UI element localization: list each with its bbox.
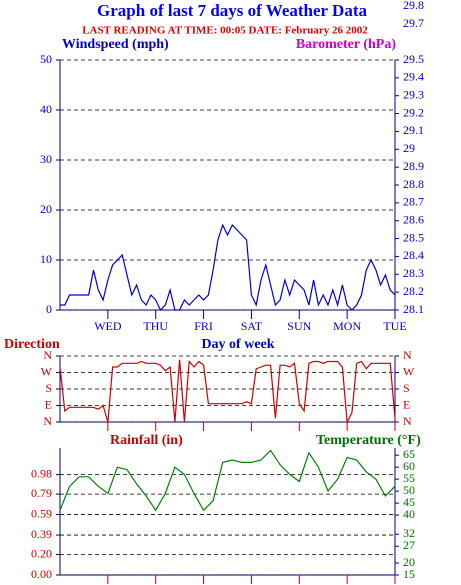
y2-tick-label: 15 bbox=[403, 567, 415, 581]
y2-tick-label: 28.1 bbox=[403, 302, 424, 316]
y-tick-label: 50 bbox=[40, 52, 52, 66]
y-tick-label: 0.59 bbox=[31, 506, 52, 520]
y2-tick-label: 32 bbox=[403, 526, 415, 540]
y-tick-label: 40 bbox=[40, 102, 52, 116]
y2-tick-label: 28.7 bbox=[403, 195, 424, 209]
y2-tick-label: N bbox=[403, 414, 412, 428]
y2-tick-label: 45 bbox=[403, 495, 415, 509]
y2-tick-label: 28.2 bbox=[403, 284, 424, 298]
y2-tick-label: 40 bbox=[403, 507, 415, 521]
data-line bbox=[60, 223, 396, 312]
y-tick-label: 10 bbox=[40, 252, 52, 266]
y2-tick-label: N bbox=[403, 348, 412, 362]
x-tick-label: THU bbox=[143, 319, 168, 333]
y2-tick-label: 29.2 bbox=[403, 105, 424, 119]
y-axis-label: Rainfall (in) bbox=[110, 433, 183, 448]
y2-tick-label: 50 bbox=[403, 483, 415, 497]
x-tick-label: WED bbox=[94, 319, 122, 333]
y2-tick-label: 29.7 bbox=[403, 16, 424, 30]
y2-tick-label: 65 bbox=[403, 447, 415, 461]
y2-tick-label: 29.3 bbox=[403, 87, 424, 101]
y2-tick-label: 28.9 bbox=[403, 159, 424, 173]
y2-tick-label: 28.8 bbox=[403, 177, 424, 191]
y-tick-label: S bbox=[45, 381, 52, 395]
x-tick-label: TUE bbox=[383, 319, 406, 333]
y-tick-label: 0 bbox=[46, 302, 52, 316]
y2-axis-label: Barometer (hPa) bbox=[296, 37, 397, 52]
y-tick-label: 0.39 bbox=[31, 527, 52, 541]
x-tick-label: SAT bbox=[241, 319, 263, 333]
y-tick-label: W bbox=[41, 364, 53, 378]
chart-subtitle: LAST READING AT TIME: 00:05 DATE: Februa… bbox=[82, 25, 368, 37]
y2-tick-label: 29.5 bbox=[403, 52, 424, 66]
y2-tick-label: W bbox=[403, 364, 415, 378]
data-line bbox=[59, 359, 396, 425]
y2-tick-label: 28.4 bbox=[403, 248, 424, 262]
y2-tick-label: 60 bbox=[403, 459, 415, 473]
y2-tick-label: S bbox=[403, 381, 410, 395]
y2-tick-label: 28.5 bbox=[403, 230, 424, 244]
x-axis-label: Day of week bbox=[201, 337, 274, 352]
x-tick-label: SUN bbox=[287, 319, 311, 333]
y2-axis-label: Temperature (°F) bbox=[316, 433, 421, 448]
y-tick-label: 0.20 bbox=[31, 546, 52, 560]
y-axis-label: Windspeed (mph) bbox=[62, 37, 169, 52]
y-tick-label: 0.00 bbox=[31, 567, 52, 581]
chart-title: Graph of last 7 days of Weather Data bbox=[97, 1, 367, 20]
y-tick-label: 0.79 bbox=[31, 486, 52, 500]
y-axis-label: Direction bbox=[4, 337, 60, 352]
data-line bbox=[59, 449, 396, 512]
y2-tick-label: 20 bbox=[403, 555, 415, 569]
y2-tick-label: 55 bbox=[403, 471, 415, 485]
y2-tick-label: 27 bbox=[403, 538, 415, 552]
y2-tick-label: 29.1 bbox=[403, 123, 424, 137]
y-tick-label: E bbox=[45, 397, 52, 411]
x-tick-label: MON bbox=[333, 319, 361, 333]
y-tick-label: N bbox=[43, 348, 52, 362]
y2-tick-label: 29.8 bbox=[403, 0, 424, 12]
y2-tick-label: 28.6 bbox=[403, 212, 424, 226]
y2-tick-label: 28.3 bbox=[403, 266, 424, 280]
y2-tick-label: 29.4 bbox=[403, 70, 424, 84]
y-tick-label: 0.98 bbox=[31, 466, 52, 480]
y2-tick-label: E bbox=[403, 397, 410, 411]
y-tick-label: N bbox=[43, 414, 52, 428]
y-tick-label: 30 bbox=[40, 152, 52, 166]
y2-tick-label: 29 bbox=[403, 141, 415, 155]
y-tick-label: 20 bbox=[40, 202, 52, 216]
x-tick-label: FRI bbox=[194, 319, 213, 333]
